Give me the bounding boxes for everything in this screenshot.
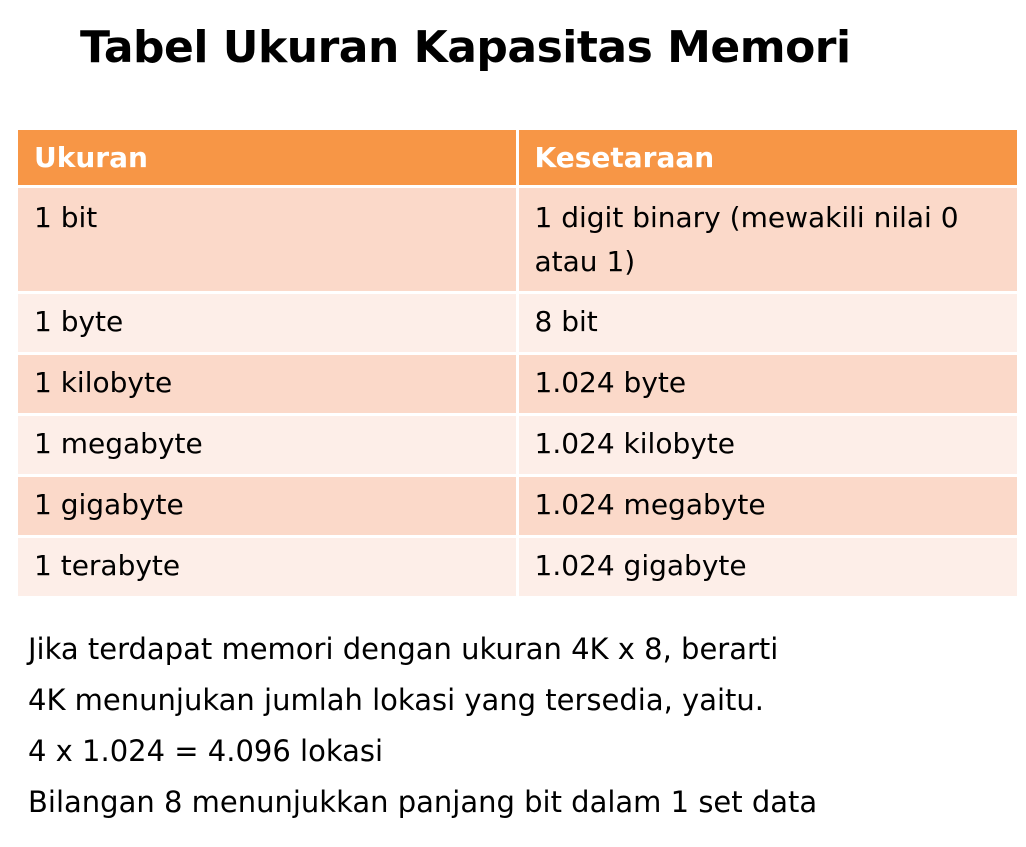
cell-ukuran: 1 kilobyte: [18, 353, 517, 416]
note-line: 4 x 1.024 = 4.096 lokasi: [28, 734, 384, 768]
table-row: 1 byte 8 bit: [18, 292, 1017, 355]
table-row: 1 kilobyte 1.024 byte: [18, 353, 1017, 416]
table-row: 1 gigabyte 1.024 megabyte: [18, 475, 1017, 538]
note-line: 4K menunjukan jumlah lokasi yang tersedi…: [28, 683, 765, 717]
cell-kesetaraan: 1 digit binary (mewakili nilai 0 atau 1): [515, 186, 1017, 294]
note-line: Bilangan 8 menunjukkan panjang bit dalam…: [28, 785, 818, 819]
cell-ukuran: 1 byte: [18, 292, 517, 355]
column-header-ukuran: Ukuran: [18, 130, 517, 188]
notes-text: Jika terdapat memori dengan ukuran 4K x …: [28, 624, 817, 828]
table-row: 1 megabyte 1.024 kilobyte: [18, 414, 1017, 477]
cell-ukuran: 1 gigabyte: [18, 475, 517, 538]
cell-ukuran: 1 bit: [18, 186, 517, 294]
cell-kesetaraan: 1.024 gigabyte: [515, 536, 1017, 599]
cell-kesetaraan: 1.024 megabyte: [515, 475, 1017, 538]
cell-kesetaraan: 1.024 kilobyte: [515, 414, 1017, 477]
cell-kesetaraan: 1.024 byte: [515, 353, 1017, 416]
memory-capacity-table: Ukuran Kesetaraan 1 bit 1 digit binary (…: [18, 130, 1017, 599]
note-line: Jika terdapat memori dengan ukuran 4K x …: [28, 632, 779, 666]
cell-kesetaraan: 8 bit: [515, 292, 1017, 355]
cell-ukuran: 1 terabyte: [18, 536, 517, 599]
table-row: 1 bit 1 digit binary (mewakili nilai 0 a…: [18, 186, 1017, 294]
page-title: Tabel Ukuran Kapasitas Memori: [80, 22, 851, 73]
table-header-row: Ukuran Kesetaraan: [18, 130, 1017, 188]
table-row: 1 terabyte 1.024 gigabyte: [18, 536, 1017, 599]
cell-ukuran: 1 megabyte: [18, 414, 517, 477]
column-header-kesetaraan: Kesetaraan: [515, 130, 1017, 188]
